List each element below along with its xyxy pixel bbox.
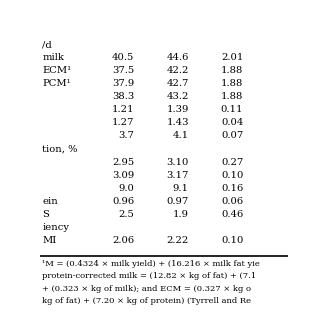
Text: /d: /d bbox=[43, 40, 52, 49]
Text: protein-corrected milk = (12.82 × kg of fat) + (7.1: protein-corrected milk = (12.82 × kg of … bbox=[43, 273, 257, 281]
Text: iency: iency bbox=[43, 223, 69, 232]
Text: milk: milk bbox=[43, 53, 64, 62]
Text: 0.16: 0.16 bbox=[221, 184, 243, 193]
Text: 1.88: 1.88 bbox=[221, 79, 243, 88]
Text: 0.96: 0.96 bbox=[112, 197, 134, 206]
Text: 42.7: 42.7 bbox=[166, 79, 189, 88]
Text: 1.43: 1.43 bbox=[166, 118, 189, 127]
Text: 3.09: 3.09 bbox=[112, 171, 134, 180]
Text: 2.01: 2.01 bbox=[221, 53, 243, 62]
Text: 2.5: 2.5 bbox=[118, 210, 134, 219]
Text: 1.9: 1.9 bbox=[173, 210, 189, 219]
Text: 2.22: 2.22 bbox=[166, 236, 189, 245]
Text: 0.06: 0.06 bbox=[221, 197, 243, 206]
Text: 0.27: 0.27 bbox=[221, 157, 243, 167]
Text: 0.10: 0.10 bbox=[221, 236, 243, 245]
Text: 2.06: 2.06 bbox=[112, 236, 134, 245]
Text: 37.5: 37.5 bbox=[112, 66, 134, 75]
Text: 3.17: 3.17 bbox=[166, 171, 189, 180]
Text: 42.2: 42.2 bbox=[166, 66, 189, 75]
Text: 0.46: 0.46 bbox=[221, 210, 243, 219]
Text: ein: ein bbox=[43, 197, 58, 206]
Text: 2.95: 2.95 bbox=[112, 157, 134, 167]
Text: 44.6: 44.6 bbox=[166, 53, 189, 62]
Text: 1.39: 1.39 bbox=[166, 105, 189, 114]
Text: ECM¹: ECM¹ bbox=[43, 66, 72, 75]
Text: 37.9: 37.9 bbox=[112, 79, 134, 88]
Text: PCM¹: PCM¹ bbox=[43, 79, 71, 88]
Text: 3.10: 3.10 bbox=[166, 157, 189, 167]
Text: 9.1: 9.1 bbox=[173, 184, 189, 193]
Text: 0.11: 0.11 bbox=[221, 105, 243, 114]
Text: 9.0: 9.0 bbox=[118, 184, 134, 193]
Text: + (0.323 × kg of milk); and ECM = (0.327 × kg o: + (0.323 × kg of milk); and ECM = (0.327… bbox=[43, 284, 252, 292]
Text: 4.1: 4.1 bbox=[173, 132, 189, 140]
Text: 3.7: 3.7 bbox=[118, 132, 134, 140]
Text: S: S bbox=[43, 210, 49, 219]
Text: 40.5: 40.5 bbox=[112, 53, 134, 62]
Text: 1.88: 1.88 bbox=[221, 92, 243, 101]
Text: 0.04: 0.04 bbox=[221, 118, 243, 127]
Text: 38.3: 38.3 bbox=[112, 92, 134, 101]
Text: tion, %: tion, % bbox=[43, 145, 78, 154]
Text: 1.88: 1.88 bbox=[221, 66, 243, 75]
Text: kg of fat) + (7.20 × kg of protein) (Tyrrell and Re: kg of fat) + (7.20 × kg of protein) (Tyr… bbox=[43, 297, 252, 305]
Text: ¹M = (0.4324 × milk yield) + (16.216 × milk fat yie: ¹M = (0.4324 × milk yield) + (16.216 × m… bbox=[43, 260, 260, 268]
Text: 0.07: 0.07 bbox=[221, 132, 243, 140]
Text: 0.97: 0.97 bbox=[166, 197, 189, 206]
Text: MI: MI bbox=[43, 236, 57, 245]
Text: 43.2: 43.2 bbox=[166, 92, 189, 101]
Text: 0.10: 0.10 bbox=[221, 171, 243, 180]
Text: 1.27: 1.27 bbox=[112, 118, 134, 127]
Text: 1.21: 1.21 bbox=[112, 105, 134, 114]
